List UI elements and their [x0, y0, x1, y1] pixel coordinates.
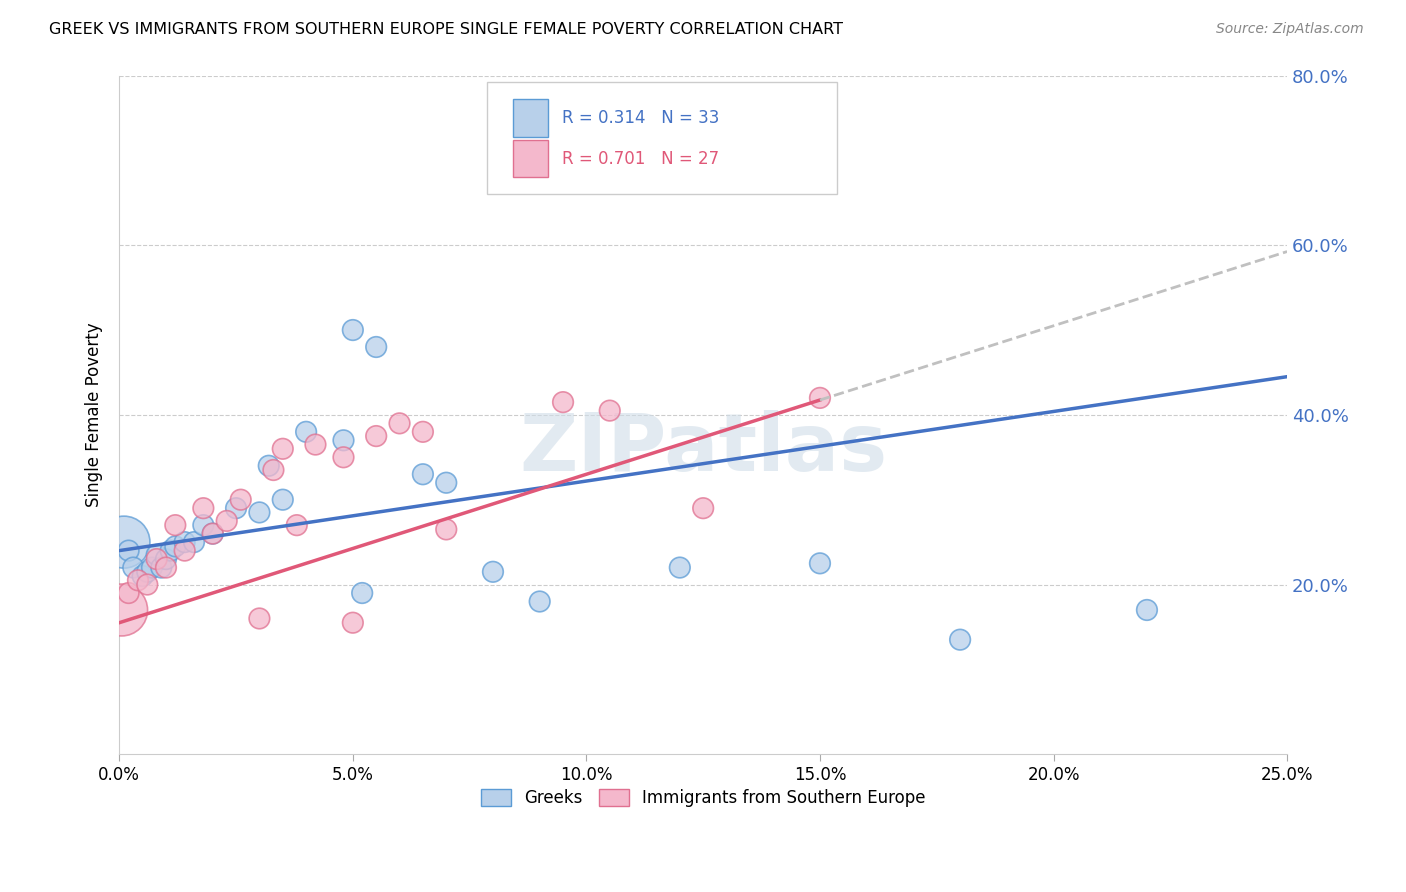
- Point: [110, 603, 132, 617]
- Point: [117, 586, 139, 600]
- Y-axis label: Single Female Poverty: Single Female Poverty: [86, 323, 103, 508]
- Bar: [513, 140, 548, 178]
- Point: [201, 526, 224, 541]
- Point: [201, 526, 224, 541]
- Point: [295, 425, 318, 439]
- Point: [599, 403, 621, 417]
- Point: [412, 425, 434, 439]
- Point: [434, 522, 457, 536]
- Point: [257, 458, 280, 473]
- Point: [141, 560, 163, 574]
- Text: GREEK VS IMMIGRANTS FROM SOUTHERN EUROPE SINGLE FEMALE POVERTY CORRELATION CHART: GREEK VS IMMIGRANTS FROM SOUTHERN EUROPE…: [49, 22, 844, 37]
- Point: [229, 492, 252, 507]
- Text: R = 0.701   N = 27: R = 0.701 N = 27: [562, 150, 718, 168]
- Point: [183, 535, 205, 549]
- Point: [131, 569, 153, 583]
- Text: ZIPatlas: ZIPatlas: [519, 409, 887, 488]
- Point: [949, 632, 972, 647]
- Point: [434, 475, 457, 490]
- Point: [193, 501, 215, 516]
- Point: [165, 518, 187, 533]
- Point: [193, 518, 215, 533]
- Point: [285, 518, 308, 533]
- Point: [366, 340, 388, 354]
- Point: [669, 560, 692, 574]
- Point: [529, 594, 551, 608]
- Point: [412, 467, 434, 482]
- Point: [808, 557, 831, 571]
- Point: [262, 463, 284, 477]
- Point: [808, 391, 831, 405]
- FancyBboxPatch shape: [486, 82, 838, 194]
- Point: [136, 565, 159, 579]
- Point: [173, 543, 195, 558]
- Point: [173, 535, 195, 549]
- Point: [145, 548, 167, 562]
- Point: [352, 586, 374, 600]
- Point: [155, 552, 177, 566]
- Point: [249, 505, 271, 519]
- Text: R = 0.314   N = 33: R = 0.314 N = 33: [562, 109, 720, 127]
- Point: [215, 514, 238, 528]
- Point: [388, 417, 411, 431]
- Point: [165, 540, 187, 554]
- Point: [159, 543, 181, 558]
- Point: [304, 437, 326, 451]
- Point: [122, 560, 145, 574]
- Point: [117, 543, 139, 558]
- Point: [551, 395, 574, 409]
- Text: Source: ZipAtlas.com: Source: ZipAtlas.com: [1216, 22, 1364, 37]
- Point: [482, 565, 505, 579]
- Point: [332, 434, 354, 448]
- Point: [332, 450, 354, 465]
- Point: [155, 560, 177, 574]
- Point: [145, 552, 167, 566]
- Point: [366, 429, 388, 443]
- Point: [1136, 603, 1159, 617]
- Point: [599, 161, 621, 176]
- Point: [127, 574, 149, 588]
- Bar: [513, 99, 548, 136]
- Point: [342, 615, 364, 630]
- Point: [271, 442, 294, 456]
- Legend: Greeks, Immigrants from Southern Europe: Greeks, Immigrants from Southern Europe: [474, 782, 932, 814]
- Point: [692, 501, 714, 516]
- Point: [225, 501, 247, 516]
- Point: [136, 577, 159, 591]
- Point: [150, 560, 173, 574]
- Point: [249, 611, 271, 625]
- Point: [112, 535, 135, 549]
- Point: [342, 323, 364, 337]
- Point: [271, 492, 294, 507]
